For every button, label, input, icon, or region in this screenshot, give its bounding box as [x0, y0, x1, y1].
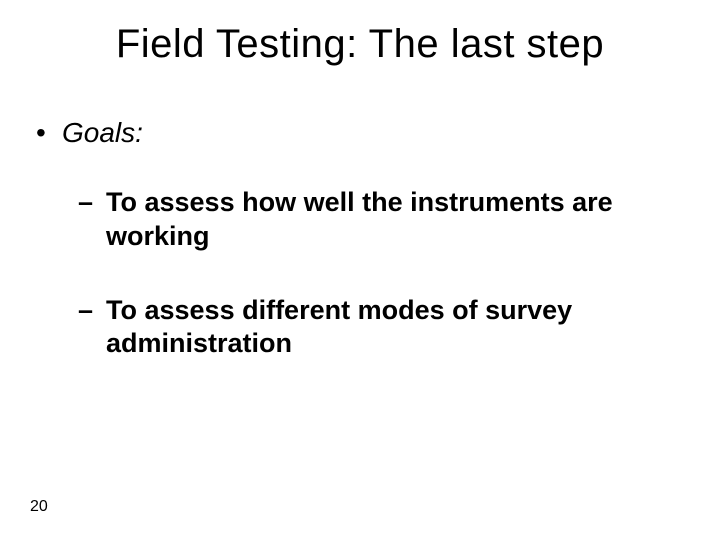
- page-number: 20: [30, 498, 48, 516]
- sub-bullet-1: To assess how well the instruments are w…: [78, 186, 680, 254]
- slide-body: Goals: To assess how well the instrument…: [36, 115, 680, 401]
- bullet-goals: Goals:: [36, 115, 680, 150]
- sub-bullet-2: To assess different modes of survey admi…: [78, 294, 680, 362]
- slide-title: Field Testing: The last step: [0, 22, 720, 67]
- slide: Field Testing: The last step Goals: To a…: [0, 0, 720, 540]
